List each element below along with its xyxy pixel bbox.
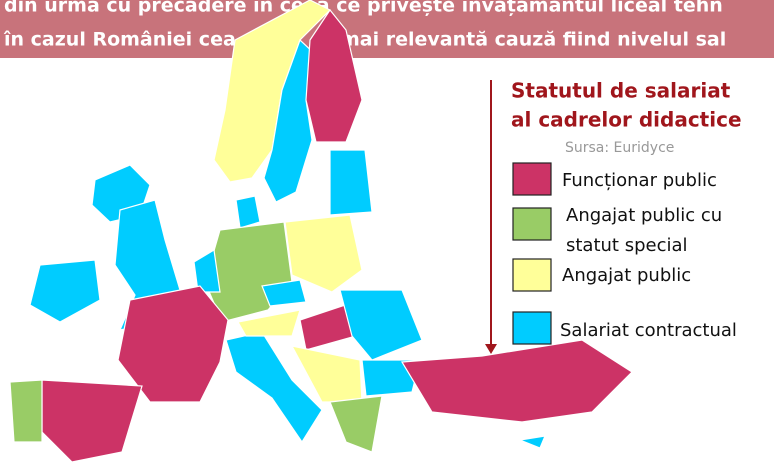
legend-swatch: [512, 207, 552, 241]
cyprus: [517, 435, 546, 449]
legend-label: Angajat public cu: [566, 205, 722, 226]
baltics: [329, 149, 373, 216]
legend: Funcționar public Angajat public cu statut…: [512, 162, 737, 345]
arrow-head: [485, 344, 497, 354]
bulgaria: [361, 359, 421, 397]
greece: [329, 395, 383, 453]
italy: [225, 331, 323, 444]
banner-line: mai relevantă cauză fiind nivelul sal: [340, 29, 726, 51]
banner-line: în cazul României cea: [3, 29, 236, 51]
romania: [339, 289, 423, 361]
portugal: [9, 379, 43, 443]
legend-title: al cadrelor didactice: [511, 108, 742, 132]
legend-label: Salariat contractual: [560, 320, 737, 341]
spain: [41, 379, 143, 463]
legend-swatch: [512, 258, 552, 292]
banner-line: din urmă cu precădere în ceea ce priveșt…: [4, 0, 723, 17]
legend-label: Funcționar public: [562, 170, 717, 191]
legend-swatch: [512, 162, 552, 196]
sweden: [263, 38, 317, 203]
banner: [0, 0, 774, 58]
turkey: [400, 339, 633, 423]
map: [9, 0, 633, 463]
denmark: [235, 195, 261, 229]
benelux: [193, 249, 221, 293]
ireland: [29, 259, 101, 323]
legend-source: Sursa: Euridyce: [565, 140, 674, 156]
legend-label: statut special: [566, 235, 688, 256]
austria: [237, 309, 301, 337]
france: [117, 285, 229, 403]
legend-swatch: [512, 311, 552, 345]
finland: [305, 8, 363, 143]
poland: [284, 214, 363, 293]
legend-title: Statutul de salariat: [511, 79, 731, 103]
legend-label: Angajat public: [562, 265, 691, 286]
czechia: [261, 279, 307, 307]
